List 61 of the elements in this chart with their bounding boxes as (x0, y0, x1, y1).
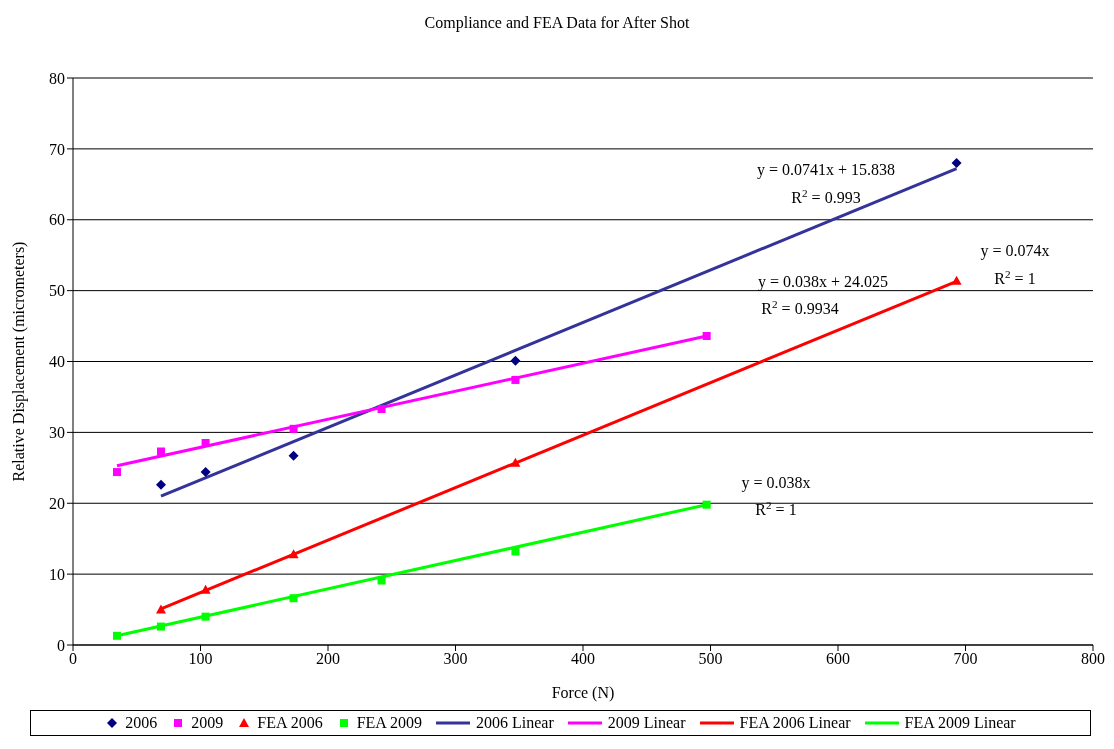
annotation: y = 0.0741x + 15.838 (756, 161, 896, 179)
point (155, 479, 166, 490)
point (377, 404, 386, 413)
chart-title: Compliance and FEA Data for After Shot (424, 14, 690, 32)
annotation: R$^{2}$ = 0.9934 (761, 297, 839, 317)
legend-label: FEA 2006 Linear (739, 714, 851, 732)
y-tick-label: 30 (49, 424, 65, 442)
y-tick-label: 60 (49, 211, 65, 229)
y-tick-label: 10 (49, 565, 65, 583)
x-tick-label: 300 (443, 650, 468, 668)
y-axis-title: Relative Displacement (micrometers) (9, 241, 28, 482)
annotation: y = 0.074x (980, 242, 1050, 260)
point (155, 604, 166, 614)
point (112, 468, 121, 477)
point (702, 500, 711, 509)
point (511, 547, 520, 556)
legend-label: 2009 (191, 714, 224, 732)
y-tick-label: 50 (49, 282, 65, 300)
point (201, 439, 210, 448)
point (377, 576, 386, 585)
x-tick-label: 200 (316, 650, 340, 668)
x-axis-title: Force (N) (551, 684, 615, 702)
y-tick-label: 0 (57, 636, 65, 654)
point (200, 584, 211, 594)
point (510, 355, 521, 366)
annotation: y = 0.038x (741, 474, 811, 492)
legend-label: FEA 2006 (257, 714, 323, 732)
point (510, 457, 521, 467)
annotation: R$^{2}$ = 0.993 (791, 186, 861, 206)
x-tick-label: 800 (1081, 650, 1105, 668)
y-tick-label: 20 (49, 494, 65, 512)
legend-label: FEA 2009 Linear (904, 714, 1016, 732)
x-tick-label: 100 (188, 650, 213, 668)
legend-label: FEA 2009 (356, 714, 422, 732)
point (201, 612, 210, 621)
x-tick-label: 0 (69, 650, 77, 668)
x-tick-label: 500 (698, 650, 723, 668)
point (156, 447, 165, 456)
y-tick-label: 40 (49, 353, 65, 371)
x-tick-label: 400 (571, 650, 595, 668)
legend-label: 2006 Linear (476, 714, 554, 732)
x-tick-label: 700 (953, 650, 978, 668)
point (511, 375, 520, 384)
annotation: R$^{2}$ = 1 (755, 498, 797, 518)
point (200, 467, 211, 478)
legend-label: 2009 Linear (607, 714, 686, 732)
point (288, 450, 299, 461)
point (112, 631, 121, 640)
x-tick-label: 600 (826, 650, 850, 668)
point (289, 594, 298, 603)
point (951, 275, 962, 285)
y-tick-label: 80 (49, 69, 65, 87)
point (156, 622, 165, 631)
point (702, 331, 711, 340)
annotation: R$^{2}$ = 1 (994, 267, 1036, 287)
point (288, 549, 299, 559)
legend-label: 2006 (125, 714, 158, 732)
point (289, 424, 298, 433)
point (951, 158, 962, 169)
y-tick-label: 70 (49, 140, 65, 158)
annotation: y = 0.038x + 24.025 (757, 273, 889, 291)
